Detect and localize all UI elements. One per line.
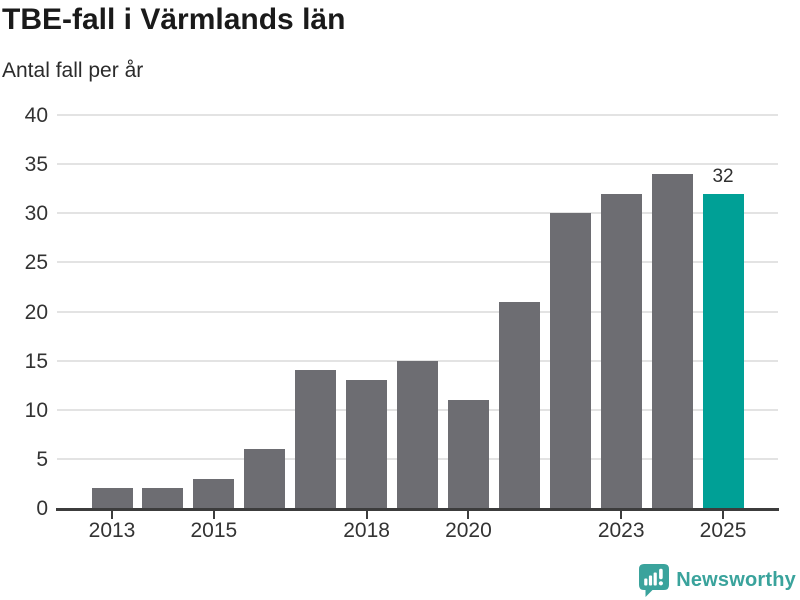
bar-2021 [498,301,540,508]
gridline-y-30 [57,212,778,215]
x-axis-tick-label: 2025 [699,519,747,542]
y-axis-tick-label: 15 [24,349,48,373]
x-axis-tick [111,511,113,519]
newsworthy-brand-text: Newsworthy [676,568,796,591]
bar-2013 [91,488,133,508]
bar-2016 [244,449,286,508]
y-axis-tick-label: 0 [36,497,48,520]
chart-title: TBE-fall i Värmlands län [2,3,346,36]
bar-2022 [549,213,591,508]
y-axis-tick-label: 10 [24,398,48,422]
bar-2024 [651,173,693,508]
y-axis-tick-label: 35 [24,153,48,177]
gridline-y-40 [57,114,778,116]
bar-2018 [346,380,388,508]
x-axis-tick-label: 2023 [597,519,645,542]
y-axis-tick-label: 30 [24,202,48,226]
x-axis-tick-label: 2015 [190,519,238,542]
x-axis-tick [467,511,470,519]
x-axis-line [56,508,779,511]
chart-subtitle: Antal fall per år [2,59,144,82]
x-axis-tick-label: 2013 [88,519,136,542]
newsworthy-speech-bubble-icon [639,563,670,597]
bar-2025 [702,193,744,508]
x-axis-tick [722,511,725,519]
bar-2015 [193,478,235,508]
gridline-y-20 [57,310,778,313]
newsworthy-logo[interactable]: Newsworthy [639,563,796,597]
x-axis-tick-label: 2020 [445,519,492,542]
bar-2019 [397,360,439,508]
bar-2023 [600,193,642,508]
y-axis-tick-label: 25 [24,251,48,275]
bar-2020 [447,399,489,508]
gridline-y-25 [57,261,778,264]
x-axis-tick [365,511,368,519]
gridline-y-35 [57,163,778,166]
y-axis-tick-label: 40 [24,104,48,127]
y-axis-tick-label: 5 [36,447,48,471]
x-axis-tick [212,511,215,519]
bar-2017 [295,370,337,508]
bar-2014 [142,488,184,508]
x-axis-tick-label: 2018 [343,519,390,542]
bar-value-label: 32 [712,165,734,187]
y-axis-tick-label: 20 [24,300,48,324]
x-axis-tick [620,511,623,519]
